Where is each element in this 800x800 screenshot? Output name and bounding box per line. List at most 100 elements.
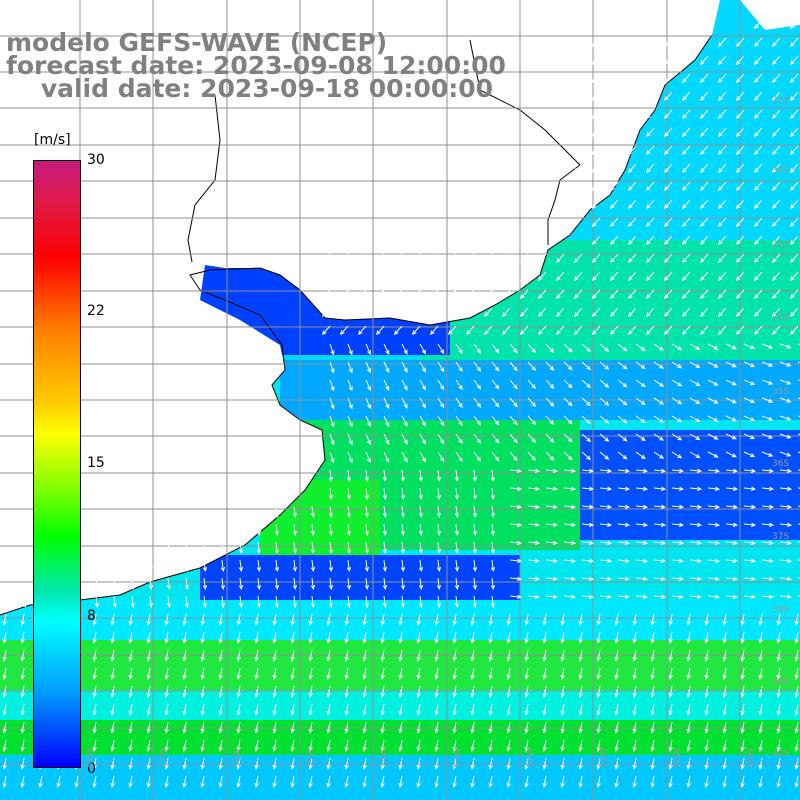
- wind-arrow: [545, 576, 559, 581]
- wind-arrow: [455, 343, 463, 355]
- band-cyan-south: [0, 600, 800, 640]
- wind-arrow: [614, 631, 619, 644]
- wind-arrow: [110, 721, 115, 734]
- wind-arrow: [110, 739, 115, 752]
- wind-arrow: [563, 361, 573, 371]
- wind-arrow: [545, 343, 555, 353]
- wind-arrow: [645, 37, 655, 48]
- wind-arrow: [717, 73, 727, 84]
- wind-arrow: [578, 703, 583, 716]
- wind-arrow: [218, 721, 223, 734]
- wind-arrow: [200, 631, 205, 644]
- wind-arrow: [357, 253, 367, 264]
- wind-arrow: [328, 577, 334, 591]
- wind-arrow: [236, 667, 241, 680]
- wind-arrow: [717, 181, 727, 192]
- wind-arrow: [254, 775, 259, 788]
- wind-arrow: [542, 685, 547, 698]
- wind-arrow: [545, 486, 559, 491]
- wind-arrow: [490, 595, 496, 609]
- wind-arrow: [347, 415, 353, 428]
- wind-arrow: [609, 55, 619, 66]
- wind-arrow: [761, 558, 775, 563]
- wind-arrow: [362, 721, 367, 734]
- wind-arrow: [357, 307, 367, 318]
- wind-arrow: [146, 667, 151, 680]
- wind-arrow: [509, 361, 518, 372]
- wind-arrow: [663, 253, 673, 264]
- wind-arrow: [344, 685, 349, 698]
- wind-arrow: [200, 685, 205, 698]
- wind-arrow: [753, 145, 763, 156]
- wind-arrow: [650, 721, 655, 734]
- wind-arrow: [146, 721, 151, 734]
- wind-arrow: [627, 271, 637, 282]
- wind-arrow: [560, 649, 565, 662]
- wind-arrow: [274, 595, 280, 609]
- wind-arrow: [717, 217, 727, 228]
- wind-arrow: [635, 397, 646, 406]
- wind-arrow: [555, 253, 565, 264]
- wind-arrow: [382, 523, 388, 537]
- wind-arrow: [671, 522, 685, 527]
- wind-arrow: [527, 415, 537, 426]
- wind-arrow: [200, 649, 205, 662]
- wind-arrow: [509, 522, 523, 527]
- wind-arrow: [202, 595, 208, 609]
- wind-arrow: [635, 468, 649, 473]
- wind-arrow: [470, 685, 475, 698]
- wind-arrow: [328, 469, 334, 483]
- wind-arrow: [545, 594, 559, 599]
- wind-arrow: [447, 289, 457, 300]
- wind-arrow: [473, 361, 482, 372]
- wind-arrow: [488, 667, 493, 680]
- wind-arrow: [617, 451, 628, 460]
- wind-arrow: [743, 468, 757, 473]
- wind-arrow: [671, 576, 685, 581]
- wind-arrow: [20, 631, 25, 644]
- wind-arrow: [182, 703, 187, 716]
- wind-arrow: [202, 559, 208, 573]
- wind-arrow: [617, 468, 631, 473]
- wind-arrow: [501, 271, 511, 282]
- wind-arrow: [563, 343, 573, 353]
- wind-arrow: [725, 558, 739, 563]
- wind-arrow: [454, 541, 460, 555]
- wind-arrow: [112, 595, 118, 609]
- wind-arrow: [617, 433, 628, 442]
- wind-arrow: [794, 613, 799, 626]
- wind-arrow: [591, 307, 601, 318]
- wind-arrow: [686, 685, 691, 698]
- wind-arrow: [527, 361, 537, 372]
- wind-arrow: [735, 253, 745, 264]
- wind-arrow: [146, 613, 151, 626]
- wind-arrow: [364, 595, 370, 609]
- wind-arrow: [365, 433, 371, 446]
- wind-arrow: [347, 379, 353, 392]
- wind-arrow: [617, 540, 631, 545]
- wind-arrow: [236, 703, 241, 716]
- wind-arrow: [663, 199, 673, 210]
- wind-arrow: [704, 721, 709, 734]
- wind-arrow: [519, 253, 529, 264]
- wind-arrow: [645, 271, 655, 282]
- wind-arrow: [272, 775, 277, 788]
- wind-arrow: [681, 145, 691, 156]
- wind-arrow: [182, 667, 187, 680]
- wind-arrow: [380, 685, 385, 698]
- wind-arrow: [599, 486, 613, 491]
- wind-arrow: [671, 415, 683, 423]
- wind-arrow: [164, 775, 169, 788]
- wind-arrow: [527, 343, 537, 354]
- wind-arrow: [344, 721, 349, 734]
- wind-arrow: [519, 325, 529, 336]
- wind-arrow: [573, 109, 583, 120]
- wind-arrow: [437, 415, 445, 427]
- wind-arrow: [419, 433, 426, 445]
- wind-arrow: [681, 199, 691, 210]
- colorbar-tick: 15: [87, 455, 105, 471]
- wind-arrow: [591, 91, 601, 102]
- wind-arrow: [524, 649, 529, 662]
- wind-arrow: [364, 469, 370, 483]
- wind-arrow: [627, 73, 637, 84]
